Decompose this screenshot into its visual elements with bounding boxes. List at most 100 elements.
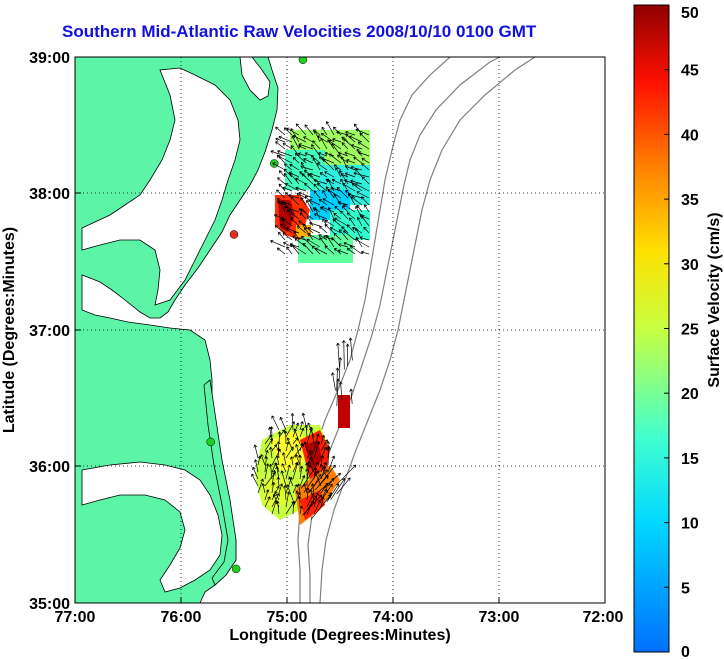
station-marker xyxy=(298,57,308,64)
velocity-vector xyxy=(357,151,370,157)
velocity-vector xyxy=(313,213,328,220)
velocity-vector xyxy=(334,217,349,227)
velocity-vector xyxy=(342,183,356,192)
velocity-vector xyxy=(312,207,321,213)
delaware-bay xyxy=(239,57,271,101)
velocity-vector xyxy=(300,165,314,171)
velocity-vector xyxy=(293,428,301,445)
velocity-vector xyxy=(338,229,349,241)
colorbar-tick-label: 50 xyxy=(681,5,699,22)
velocity-vector xyxy=(348,337,353,361)
velocity-vector xyxy=(337,151,349,157)
velocity-vector xyxy=(355,128,370,136)
velocity-vector xyxy=(313,441,321,459)
velocity-vector xyxy=(309,426,315,445)
velocity-vector xyxy=(282,218,293,227)
velocity-vector xyxy=(311,245,321,255)
velocity-vector xyxy=(298,220,307,227)
colorbar-tick-label: 5 xyxy=(681,580,690,597)
velocity-vector xyxy=(309,221,321,227)
velocity-vector xyxy=(299,505,303,515)
velocity-vector xyxy=(359,213,370,227)
x-tick-label: 72:00 xyxy=(583,609,624,626)
colorbar-tick-label: 20 xyxy=(681,386,699,403)
velocity-vector xyxy=(292,484,298,494)
velocity-vector xyxy=(283,485,287,501)
velocity-vector xyxy=(333,193,342,206)
velocity-vector xyxy=(327,207,335,220)
velocity-vector xyxy=(275,500,280,515)
velocity-vector xyxy=(300,462,320,489)
velocity-vector xyxy=(295,186,307,192)
velocity-vector xyxy=(335,367,340,392)
velocity-vector xyxy=(364,204,370,213)
velocity-vector xyxy=(264,450,269,459)
velocity-vector xyxy=(363,226,370,234)
velocity-vector xyxy=(352,227,363,234)
colorbar-tick-label: 25 xyxy=(681,322,699,339)
colorbar-tick-label: 30 xyxy=(681,257,699,274)
velocity-vector xyxy=(336,186,349,199)
velocity-vector xyxy=(359,132,370,143)
velocity-vector xyxy=(268,426,273,445)
velocity-vector xyxy=(297,496,302,508)
velocity-vector xyxy=(298,152,307,157)
velocity-vector xyxy=(327,189,342,199)
velocity-vector xyxy=(325,186,335,199)
velocity-vector xyxy=(344,151,356,157)
velocity-vector xyxy=(321,206,335,213)
velocity-vector xyxy=(304,124,314,136)
velocity-vector xyxy=(286,437,294,452)
velocity-vector xyxy=(306,487,310,501)
colorbar-tick-label: 40 xyxy=(681,127,699,144)
pamlico-sound xyxy=(81,461,223,593)
velocity-vector xyxy=(260,454,266,466)
velocity-vector xyxy=(301,173,314,185)
velocity-vector xyxy=(303,495,317,516)
velocity-vector xyxy=(303,441,308,452)
velocity-vector xyxy=(333,232,342,241)
velocity-vector xyxy=(333,164,342,171)
velocity-vector xyxy=(350,196,363,206)
velocity-vector xyxy=(264,463,270,480)
velocity-vector xyxy=(320,462,327,473)
velocity-vector xyxy=(273,213,286,220)
velocity-vector xyxy=(292,235,307,241)
velocity-vector xyxy=(300,208,314,220)
velocity-vector xyxy=(313,190,321,199)
velocity-vector xyxy=(341,142,349,150)
velocity-vector xyxy=(299,475,306,487)
x-tick-label: 77:00 xyxy=(55,609,96,626)
velocity-vector xyxy=(356,191,370,199)
velocity-vector xyxy=(313,183,321,192)
velocity-vectors xyxy=(251,121,370,520)
velocity-vector xyxy=(307,469,328,494)
velocity-vector xyxy=(355,168,363,178)
y-tick-label: 38:00 xyxy=(29,186,70,203)
velocity-vector xyxy=(327,455,336,473)
colorbar-tick-label: 10 xyxy=(681,516,699,533)
velocity-vector xyxy=(292,245,307,255)
velocity-vector xyxy=(355,205,363,220)
x-tick-label: 73:00 xyxy=(479,609,520,626)
velocity-vector xyxy=(308,199,321,206)
colorbar-tick-label: 35 xyxy=(681,192,699,209)
velocity-vector xyxy=(257,478,264,494)
velocity-vector xyxy=(277,231,286,241)
colorbar-tick-label: 45 xyxy=(681,63,699,80)
velocity-vector xyxy=(320,455,325,466)
velocity-vector xyxy=(320,132,335,143)
velocity-vector xyxy=(285,464,291,480)
velocity-vector xyxy=(348,217,356,227)
velocity-vector xyxy=(319,237,328,248)
map-title: Southern Mid-Atlantic Raw Velocities 200… xyxy=(62,22,537,41)
velocity-vector xyxy=(319,172,328,178)
velocity-vector xyxy=(283,201,293,213)
velocity-vector xyxy=(310,494,332,520)
velocity-vector xyxy=(306,199,314,213)
velocity-vector xyxy=(350,179,363,185)
velocity-vector xyxy=(280,200,293,206)
velocity-vector xyxy=(286,484,294,501)
velocity-vector xyxy=(271,444,278,452)
